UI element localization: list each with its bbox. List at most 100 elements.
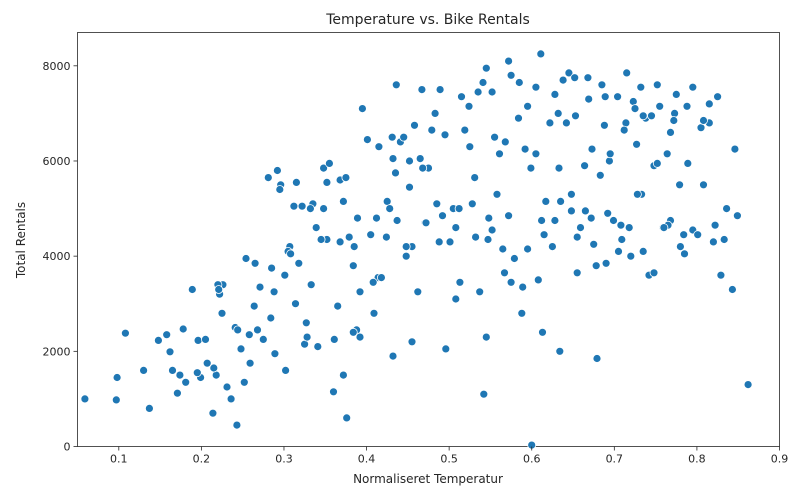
data-point [233, 325, 243, 335]
data-point [341, 173, 351, 183]
data-point [537, 216, 546, 225]
data-point [470, 173, 480, 183]
data-point [434, 237, 444, 247]
data-point [111, 395, 121, 405]
data-point [520, 144, 530, 154]
data-point [526, 163, 536, 173]
data-point [616, 220, 626, 230]
data-point [302, 332, 312, 342]
data-point [679, 230, 689, 240]
data-point [249, 301, 259, 311]
data-point [601, 258, 611, 268]
data-point [600, 92, 610, 102]
data-point [533, 275, 543, 285]
data-point [266, 313, 276, 323]
data-point [427, 125, 437, 135]
data-point [168, 365, 177, 375]
data-point [682, 101, 692, 111]
data-point [374, 142, 384, 152]
data-point [286, 249, 296, 259]
data-point [572, 268, 582, 278]
data-point [591, 261, 601, 271]
data-point [435, 85, 445, 94]
data-point [492, 189, 502, 199]
data-point [368, 277, 378, 287]
x-tick-label: 0.7 [606, 453, 624, 466]
data-point [457, 92, 466, 102]
data-point [222, 382, 232, 392]
data-point [201, 334, 210, 344]
data-point [716, 270, 726, 280]
data-point [192, 368, 202, 378]
data-point [382, 196, 392, 206]
data-point [550, 90, 560, 99]
data-point [675, 180, 684, 190]
data-point [683, 158, 693, 168]
data-point [622, 68, 632, 78]
data-point [490, 132, 500, 142]
data-point [523, 101, 532, 111]
data-point [699, 180, 708, 190]
data-point [272, 166, 282, 175]
data-point [178, 324, 188, 334]
data-point [413, 287, 423, 297]
data-point [614, 246, 623, 256]
data-point [558, 75, 568, 85]
x-tick-label: 0.1 [110, 453, 128, 466]
data-point [80, 394, 90, 404]
data-point [362, 135, 372, 145]
data-point [322, 177, 332, 187]
data-point [548, 242, 557, 252]
data-point [112, 373, 122, 382]
chart-title: Temperature vs. Bike Rentals [325, 12, 530, 28]
data-point [478, 78, 488, 87]
data-point [483, 235, 493, 244]
data-point [743, 380, 753, 390]
data-point [401, 242, 411, 252]
data-point [181, 377, 191, 387]
data-point [498, 244, 508, 254]
y-tick-label: 6000 [43, 155, 71, 168]
data-point [541, 196, 551, 206]
data-point [733, 211, 742, 221]
data-point [440, 130, 450, 140]
data-point [728, 285, 737, 294]
data-point [451, 223, 461, 233]
data-point [626, 251, 636, 261]
data-point [523, 244, 532, 254]
data-point [475, 287, 485, 297]
y-tick-label: 8000 [43, 60, 71, 73]
data-point [175, 370, 185, 380]
data-point [580, 161, 589, 171]
plot-frame [77, 32, 780, 447]
data-point [652, 80, 662, 90]
data-point [680, 249, 689, 259]
data-point [662, 149, 672, 159]
data-point [244, 330, 254, 340]
y-axis-ticks: 0 2000 4000 6000 8000 [43, 60, 78, 454]
data-point [471, 232, 481, 242]
x-tick-label: 0.3 [275, 453, 293, 466]
x-tick-label: 0.9 [771, 453, 789, 466]
data-point [333, 301, 343, 311]
data-point [418, 163, 428, 173]
data-point [710, 220, 720, 230]
data-point [571, 111, 580, 121]
data-point [372, 213, 381, 223]
data-point [232, 420, 242, 430]
data-point [500, 268, 509, 278]
data-point [172, 388, 182, 398]
data-point [600, 120, 609, 130]
data-point [415, 154, 425, 164]
data-point [430, 109, 440, 118]
data-point [584, 94, 594, 104]
data-point [514, 78, 524, 87]
data-point [391, 168, 400, 178]
data-point [481, 63, 491, 73]
data-point [597, 80, 607, 90]
data-point [217, 308, 227, 318]
data-point [589, 239, 599, 249]
data-point [253, 325, 262, 335]
data-point [342, 413, 352, 423]
data-point [269, 287, 279, 297]
